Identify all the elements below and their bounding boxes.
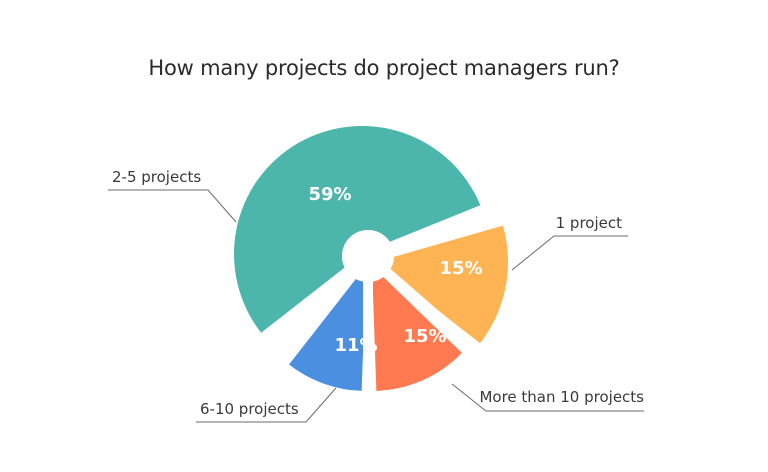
leader-line-6-10-projects — [196, 387, 337, 423]
slice-2-5-projects — [234, 126, 481, 333]
value-label-1-project: 15% — [439, 258, 482, 279]
category-label-1-project: 1 project — [556, 214, 622, 232]
leader-line-1-project — [511, 235, 628, 271]
category-label-2-5-projects: 2-5 projects — [112, 168, 201, 186]
slice-6-10-projects — [289, 266, 366, 391]
slice-1-project — [376, 225, 508, 344]
leader-line-more-than-10-projects — [451, 383, 644, 412]
category-label-more-than-10-projects: More than 10 projects — [479, 388, 644, 406]
donut-hole — [342, 230, 394, 282]
slice-more-than-10-projects — [372, 266, 462, 391]
value-label-more-than-10-projects: 15% — [403, 326, 446, 347]
chart-title: How many projects do project managers ru… — [148, 56, 620, 80]
value-label-6-10-projects: 11% — [334, 335, 377, 356]
value-label-2-5-projects: 59% — [308, 184, 351, 205]
leader-line-2-5-projects — [108, 189, 237, 223]
category-label-6-10-projects: 6-10 projects — [200, 400, 299, 418]
